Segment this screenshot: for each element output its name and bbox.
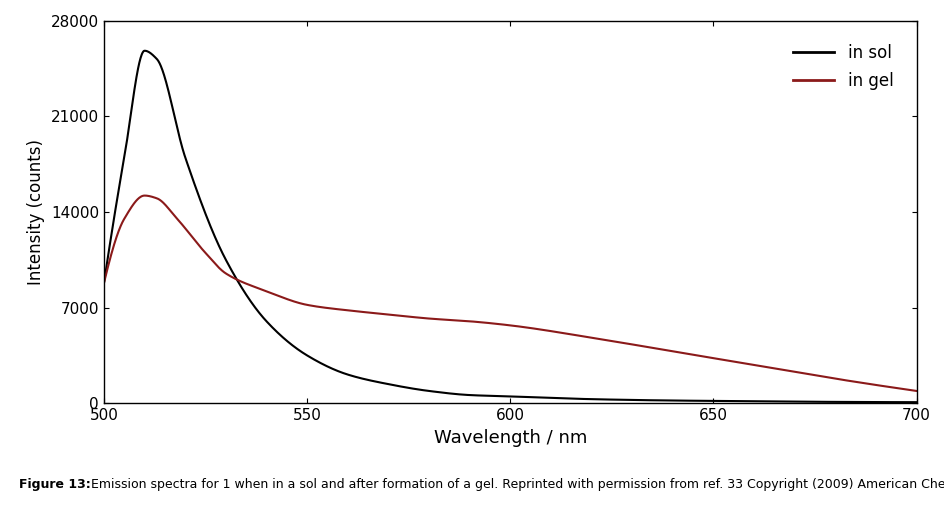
Y-axis label: Intensity (counts): Intensity (counts) [27,139,45,285]
in gel [886,385,898,391]
in sol [472,392,483,399]
in gel [139,192,150,199]
in gel [886,385,898,391]
in sol [140,48,151,54]
in sol [98,280,110,286]
in gel [472,319,483,325]
in gel [140,192,151,199]
in sol [910,399,921,405]
in sol [139,48,150,54]
Line: in sol: in sol [104,51,916,402]
in sol [886,399,898,405]
X-axis label: Wavelength / nm: Wavelength / nm [433,429,586,447]
Text: Emission spectra for 1 when in a sol and after formation of a gel. Reprinted wit: Emission spectra for 1 when in a sol and… [87,478,944,491]
in gel [910,388,921,394]
in sol [886,399,898,405]
Text: Figure 13:: Figure 13: [19,478,91,491]
in gel [494,321,505,327]
in gel [98,280,110,286]
Legend: in sol, in gel: in sol, in gel [785,37,899,97]
in sol [494,393,505,399]
in sol [738,398,750,404]
Line: in gel: in gel [104,195,916,391]
in gel [738,360,750,367]
